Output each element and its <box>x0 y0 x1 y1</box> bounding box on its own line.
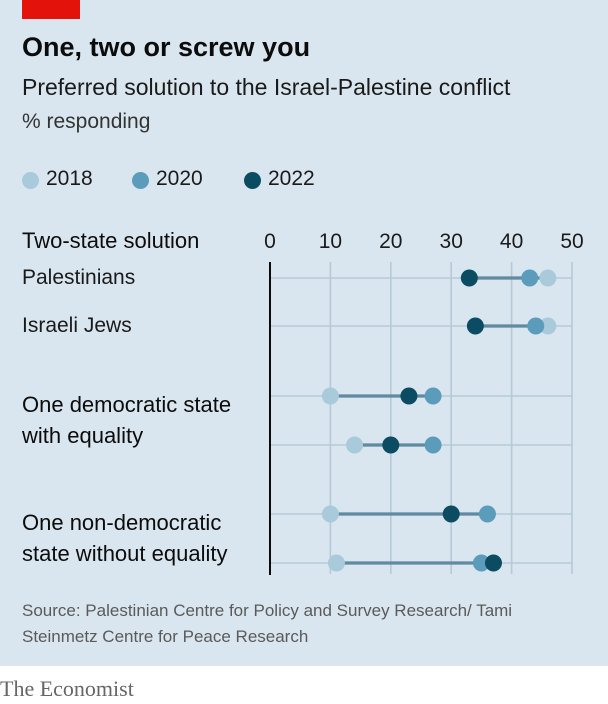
dot-2020-0-1 <box>527 317 545 335</box>
dot-2020-1-1 <box>424 436 442 454</box>
brand-red-tag <box>22 0 80 19</box>
group-header-1-line-0: One democratic state <box>22 392 231 417</box>
x-tick-label-0: 0 <box>264 230 276 253</box>
chart-subtitle: Preferred solution to the Israel-Palesti… <box>22 74 511 100</box>
legend-label-2020: 2020 <box>156 167 203 190</box>
dot-plot: 0 10 20 30 40 50 Two-state solution Palestinian… <box>21 228 584 575</box>
group-header-2-line-0: One non-democratic <box>22 510 221 535</box>
row-label-0-0: Palestinians <box>22 266 135 289</box>
dot-2020-2-1 <box>472 554 490 572</box>
group-header-1-line-1: with equality <box>21 423 143 448</box>
legend-label-2018: 2018 <box>46 167 93 190</box>
dot-2018-2-0 <box>321 505 339 523</box>
dot-2018-1-0 <box>321 387 339 405</box>
chart-unit: % responding <box>22 110 151 133</box>
dot-2020-0-0 <box>521 269 539 287</box>
dot-2018-1-1 <box>346 436 364 454</box>
dot-2022-2-1 <box>484 554 502 572</box>
source-note: Source: Palestinian Centre for Policy an… <box>22 601 513 646</box>
dot-2018-2-1 <box>327 554 345 572</box>
dot-2022-1-1 <box>382 436 400 454</box>
dot-2020-2-0 <box>478 505 496 523</box>
dot-2018-0-0 <box>539 269 557 287</box>
x-tick-label-30: 30 <box>440 230 463 253</box>
dot-2022-0-0 <box>460 269 478 287</box>
x-tick-label-40: 40 <box>500 230 523 253</box>
dot-2020-1-0 <box>424 387 442 405</box>
group-header-2-line-1: state without equality <box>22 541 227 566</box>
dot-2018-0-1 <box>539 317 557 335</box>
x-tick-label-10: 10 <box>319 230 342 253</box>
x-tick-label-20: 20 <box>379 230 402 253</box>
chart-title: One, two or screw you <box>22 32 311 62</box>
x-tick-label-50: 50 <box>560 230 583 253</box>
legend-label-2022: 2022 <box>268 167 315 190</box>
dot-2022-1-0 <box>400 387 418 405</box>
dot-2022-0-1 <box>466 317 484 335</box>
brand-name: The Economist <box>0 676 134 701</box>
row-label-0-1: Israeli Jews <box>22 314 132 337</box>
group-header-0-line-0: Two-state solution <box>22 228 199 253</box>
legend-dot-2022 <box>244 172 261 189</box>
chart-panel: One, two or screw you Preferred solution… <box>0 0 608 666</box>
legend-dot-2018 <box>22 172 39 189</box>
legend-dot-2020 <box>132 172 149 189</box>
dot-2022-2-0 <box>442 505 460 523</box>
